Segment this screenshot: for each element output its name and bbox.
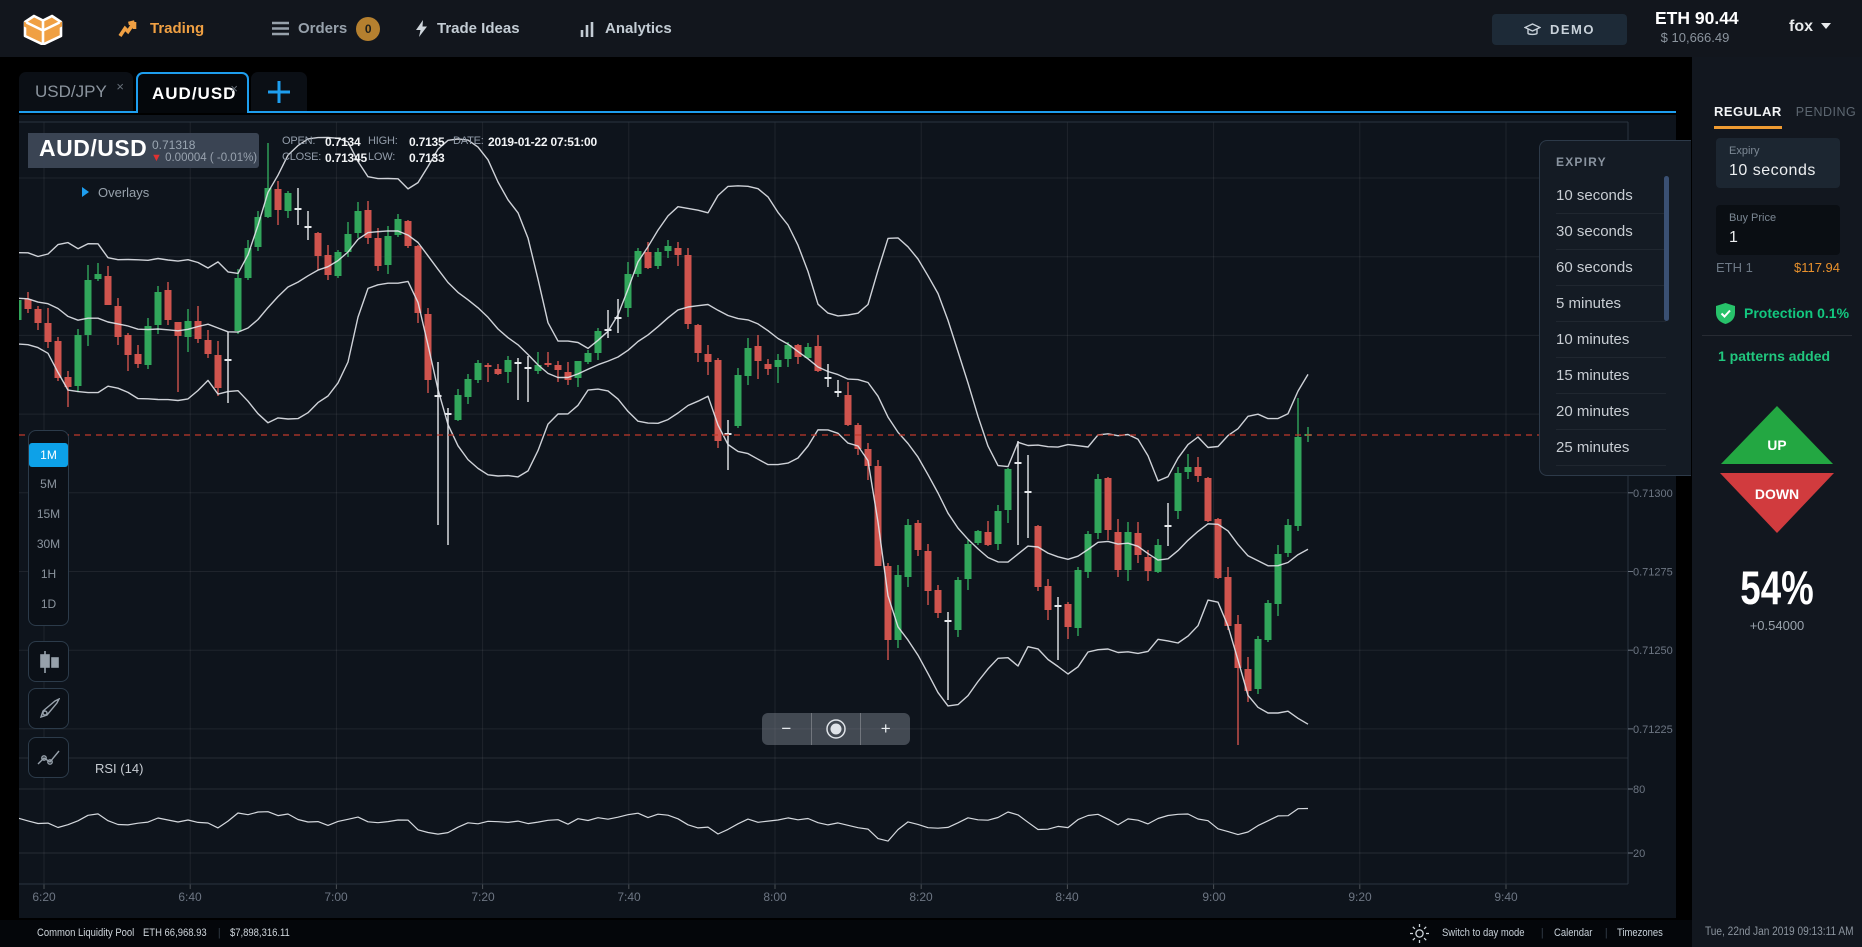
svg-text:0.71225: 0.71225: [1633, 724, 1673, 736]
svg-text:9:00: 9:00: [1202, 890, 1226, 904]
svg-text:8:20: 8:20: [909, 890, 933, 904]
svg-text:0.71250: 0.71250: [1633, 645, 1673, 657]
svg-text:6:40: 6:40: [178, 890, 202, 904]
svg-text:DOWN: DOWN: [1755, 486, 1799, 502]
svg-text:8:00: 8:00: [763, 890, 787, 904]
svg-text:8:40: 8:40: [1055, 890, 1079, 904]
svg-text:0.71300: 0.71300: [1633, 488, 1673, 500]
svg-text:0.71275: 0.71275: [1633, 567, 1673, 579]
svg-text:7:00: 7:00: [324, 890, 348, 904]
svg-text:20: 20: [1633, 848, 1645, 860]
svg-text:UP: UP: [1767, 438, 1786, 453]
svg-text:7:40: 7:40: [617, 890, 641, 904]
svg-text:6:20: 6:20: [32, 890, 56, 904]
svg-text:9:20: 9:20: [1348, 890, 1372, 904]
svg-text:7:20: 7:20: [471, 890, 495, 904]
svg-text:80: 80: [1633, 784, 1645, 796]
svg-text:9:40: 9:40: [1494, 890, 1518, 904]
